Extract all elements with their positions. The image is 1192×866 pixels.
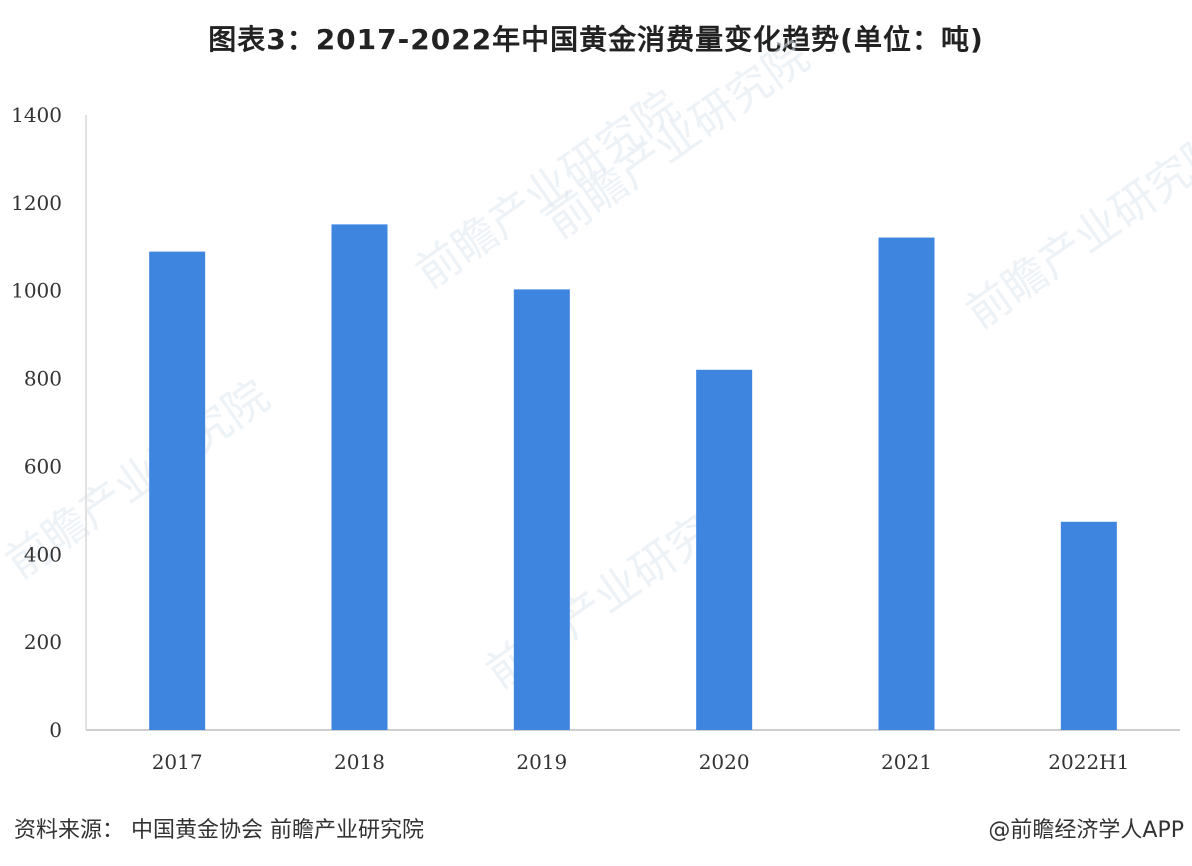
y-tick-label: 1000 [11, 279, 62, 303]
y-tick-label: 0 [49, 718, 62, 742]
chart-title: 图表3：2017-2022年中国黄金消费量变化趋势(单位：吨) [208, 23, 984, 56]
watermark-text: 前瞻产业研究院 [957, 121, 1192, 339]
bar-2019 [513, 289, 570, 730]
y-tick-label: 600 [24, 454, 62, 478]
x-tick-label: 2020 [699, 750, 750, 774]
x-tick-label: 2018 [334, 750, 385, 774]
x-axis-ticks: 2017 2018 2019 2020 2021 2022H1 [152, 750, 1130, 774]
bar-2021 [878, 237, 935, 730]
x-tick-label: 2017 [152, 750, 203, 774]
y-tick-label: 200 [24, 630, 62, 654]
bar-2017 [149, 251, 206, 730]
y-tick-label: 1200 [11, 191, 62, 215]
bar-2018 [331, 224, 388, 730]
credit-note: @前瞻经济学人APP [988, 818, 1184, 843]
x-tick-label: 2022H1 [1048, 750, 1129, 774]
bar-2022H1 [1060, 521, 1117, 730]
bar-2020 [696, 369, 753, 730]
x-tick-label: 2021 [881, 750, 932, 774]
bars-group [149, 224, 1117, 730]
source-note: 资料来源： 中国黄金协会 前瞻产业研究院 [14, 818, 424, 843]
y-axis-ticks: 0 200 400 600 800 1000 1200 1400 [11, 103, 62, 742]
y-tick-label: 800 [24, 367, 62, 391]
y-tick-label: 1400 [11, 103, 62, 127]
y-tick-label: 400 [24, 542, 62, 566]
x-tick-label: 2019 [516, 750, 567, 774]
